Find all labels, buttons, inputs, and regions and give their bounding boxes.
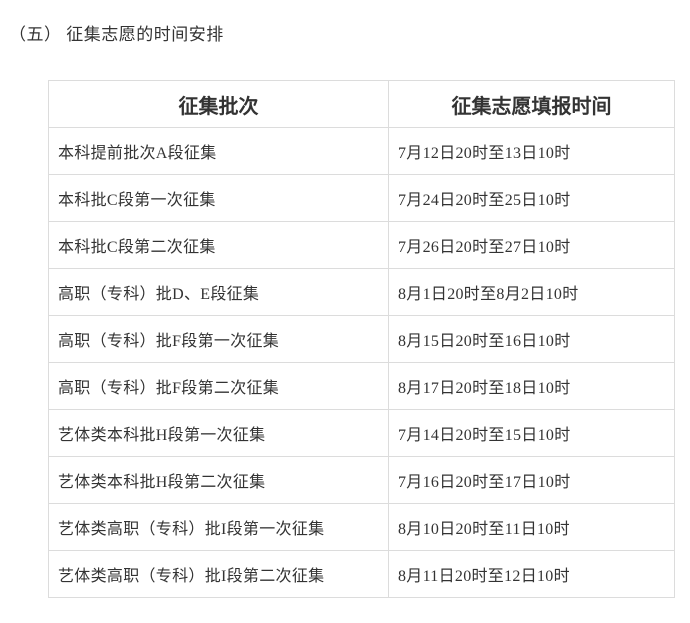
column-header-batch: 征集批次 [48, 80, 389, 128]
batch-cell: 高职（专科）批D、E段征集 [48, 268, 389, 316]
batch-cell: 艺体类高职（专科）批I段第一次征集 [48, 503, 389, 551]
batch-cell: 高职（专科）批F段第二次征集 [48, 362, 389, 410]
table-row: 艺体类本科批H段第二次征集 7月16日20时至17日10时 [48, 456, 675, 504]
time-cell: 7月26日20时至27日10时 [388, 221, 675, 269]
batch-cell: 本科提前批次A段征集 [48, 127, 389, 175]
batch-cell: 艺体类本科批H段第一次征集 [48, 409, 389, 457]
table-row: 高职（专科）批D、E段征集 8月1日20时至8月2日10时 [48, 268, 675, 316]
time-cell: 8月1日20时至8月2日10时 [388, 268, 675, 316]
column-header-time: 征集志愿填报时间 [388, 80, 675, 128]
batch-cell: 本科批C段第二次征集 [48, 221, 389, 269]
table-row: 本科提前批次A段征集 7月12日20时至13日10时 [48, 127, 675, 175]
time-cell: 7月12日20时至13日10时 [388, 127, 675, 175]
table-header-row: 征集批次 征集志愿填报时间 [48, 80, 675, 128]
table-row: 本科批C段第一次征集 7月24日20时至25日10时 [48, 174, 675, 222]
table-row: 本科批C段第二次征集 7月26日20时至27日10时 [48, 221, 675, 269]
time-cell: 8月17日20时至18日10时 [388, 362, 675, 410]
table-row: 艺体类高职（专科）批I段第二次征集 8月11日20时至12日10时 [48, 550, 675, 598]
table-row: 高职（专科）批F段第二次征集 8月17日20时至18日10时 [48, 362, 675, 410]
table-row: 艺体类本科批H段第一次征集 7月14日20时至15日10时 [48, 409, 675, 457]
batch-cell: 艺体类高职（专科）批I段第二次征集 [48, 550, 389, 598]
time-cell: 8月15日20时至16日10时 [388, 315, 675, 363]
table-body: 本科提前批次A段征集 7月12日20时至13日10时 本科批C段第一次征集 7月24日… [48, 127, 675, 598]
time-cell: 7月14日20时至15日10时 [388, 409, 675, 457]
time-cell: 8月10日20时至11日10时 [388, 503, 675, 551]
schedule-table: 征集批次 征集志愿填报时间 本科提前批次A段征集 7月12日20时至13日10时本… [48, 80, 675, 598]
time-cell: 7月16日20时至17日10时 [388, 456, 675, 504]
time-cell: 7月24日20时至25日10时 [388, 174, 675, 222]
table-row: 艺体类高职（专科）批I段第一次征集 8月10日20时至11日10时 [48, 503, 675, 551]
batch-cell: 高职（专科）批F段第一次征集 [48, 315, 389, 363]
time-cell: 8月11日20时至12日10时 [388, 550, 675, 598]
batch-cell: 艺体类本科批H段第二次征集 [48, 456, 389, 504]
batch-cell: 本科批C段第一次征集 [48, 174, 389, 222]
table-row: 高职（专科）批F段第一次征集 8月15日20时至16日10时 [48, 315, 675, 363]
page-title: （五） 征集志愿的时间安排 [9, 25, 224, 44]
